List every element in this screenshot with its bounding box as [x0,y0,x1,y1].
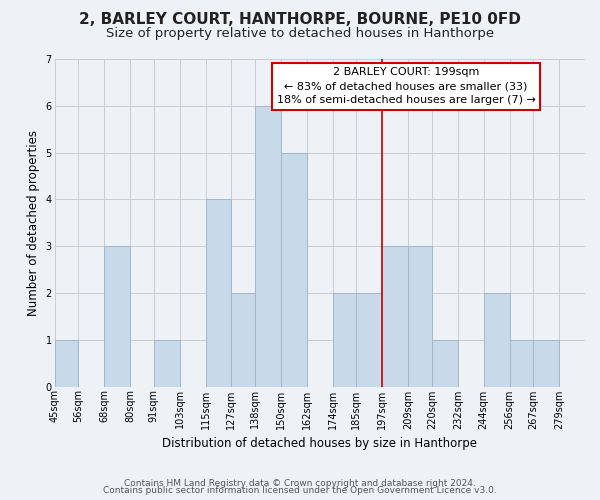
Bar [104,246,130,386]
Bar [154,340,179,386]
Bar [509,340,533,386]
Bar [484,293,509,386]
Bar [382,246,408,386]
Text: Contains public sector information licensed under the Open Government Licence v3: Contains public sector information licen… [103,486,497,495]
Text: 2, BARLEY COURT, HANTHORPE, BOURNE, PE10 0FD: 2, BARLEY COURT, HANTHORPE, BOURNE, PE10… [79,12,521,28]
X-axis label: Distribution of detached houses by size in Hanthorpe: Distribution of detached houses by size … [162,437,477,450]
Text: Contains HM Land Registry data © Crown copyright and database right 2024.: Contains HM Land Registry data © Crown c… [124,478,476,488]
Bar [356,293,382,386]
Bar [533,340,559,386]
Bar [533,340,559,386]
Bar [255,106,281,386]
Bar [232,293,255,386]
Bar [206,200,232,386]
Text: Size of property relative to detached houses in Hanthorpe: Size of property relative to detached ho… [106,28,494,40]
Bar [432,340,458,386]
Text: 2 BARLEY COURT: 199sqm
← 83% of detached houses are smaller (33)
18% of semi-det: 2 BARLEY COURT: 199sqm ← 83% of detached… [277,68,535,106]
Y-axis label: Number of detached properties: Number of detached properties [27,130,40,316]
Bar [408,246,432,386]
Bar [333,293,356,386]
Bar [55,340,79,386]
Bar [281,152,307,386]
